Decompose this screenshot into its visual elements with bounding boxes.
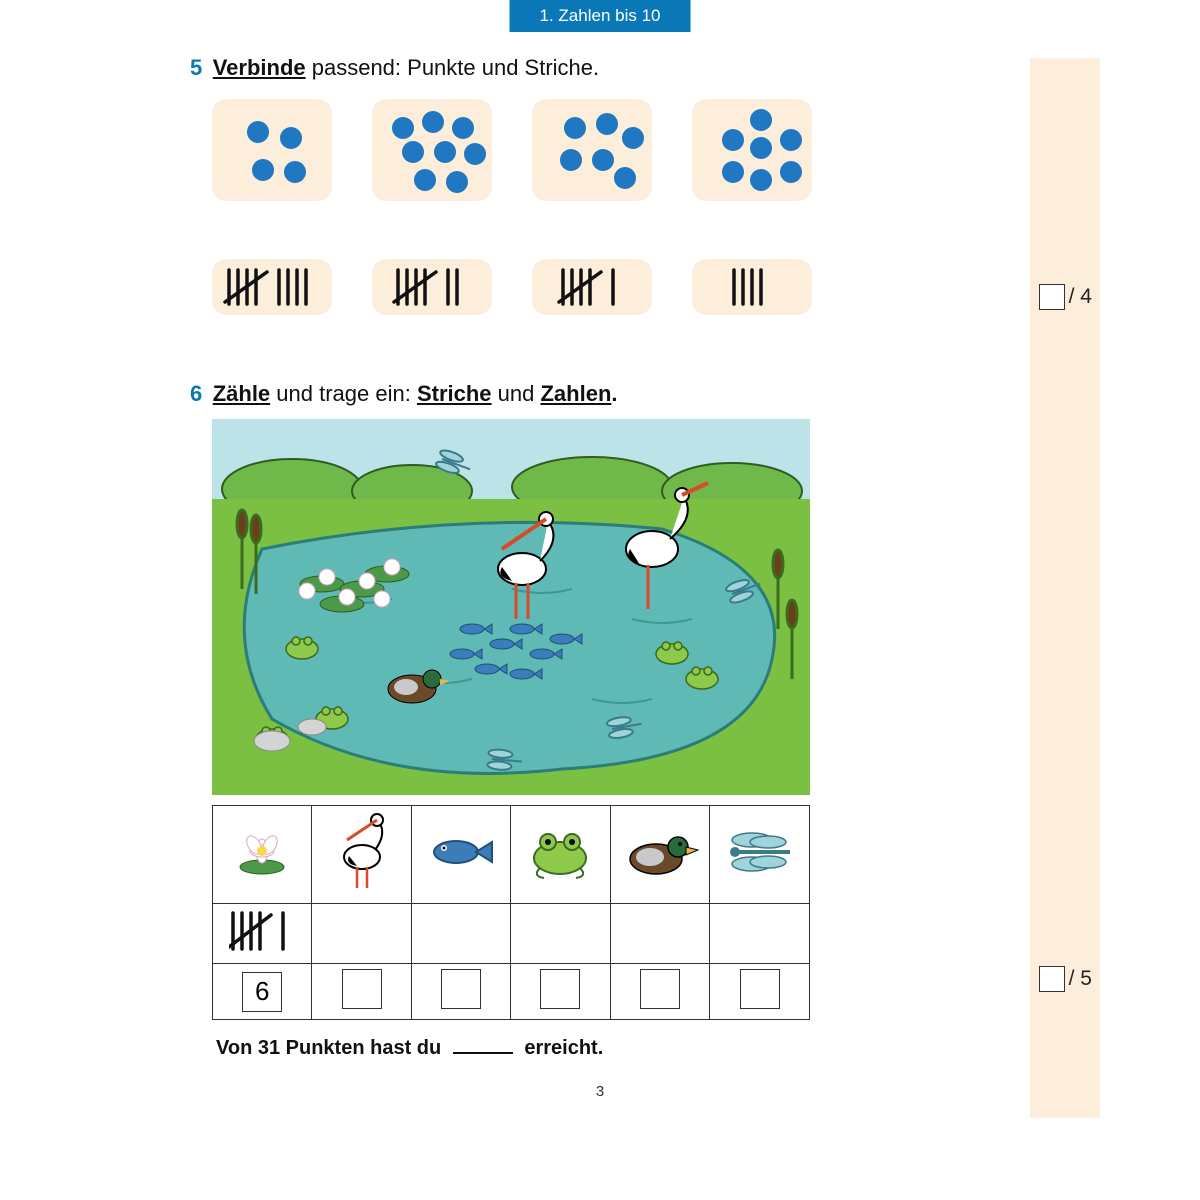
dot-icon [564, 117, 586, 139]
ex5-score: / 4 [1039, 284, 1092, 310]
dot-icon [780, 129, 802, 151]
number-input-box[interactable] [342, 969, 382, 1009]
ex5-score-max: / 4 [1069, 285, 1092, 309]
tally-cell[interactable] [710, 904, 810, 964]
footer-summary: Von 31 Punkten hast du erreicht. [216, 1037, 603, 1060]
tally-card-row [212, 259, 930, 315]
tally-card[interactable] [692, 259, 812, 315]
animal-icon-duck [610, 806, 710, 904]
animal-icon-stork [312, 806, 411, 904]
number-cell[interactable] [610, 964, 710, 1020]
count-table: 6 [212, 805, 810, 1020]
tally-cell[interactable] [511, 904, 611, 964]
animal-icon-flower [213, 806, 312, 904]
chapter-title: 1. Zahlen bis 10 [540, 6, 661, 25]
animal-icon-fish [411, 806, 510, 904]
number-cell[interactable] [511, 964, 611, 1020]
dot-icon [780, 161, 802, 183]
dot-icon [434, 141, 456, 163]
dot-card[interactable] [692, 99, 812, 201]
number-input-box[interactable] [441, 969, 481, 1009]
number-cell[interactable] [312, 964, 411, 1020]
ex6-instruction: Zähle und trage ein: Striche und Zahlen. [213, 381, 618, 406]
ex5-score-input[interactable] [1039, 284, 1065, 310]
ex5-number: 5 [190, 55, 202, 80]
dot-icon [446, 171, 468, 193]
animal-icon-frog [511, 806, 611, 904]
exercise-6-heading: 6 Zähle und trage ein: Striche und Zahle… [190, 381, 930, 407]
dot-icon [414, 169, 436, 191]
pond-illustration [212, 419, 810, 795]
dot-icon [452, 117, 474, 139]
number-cell[interactable]: 6 [213, 964, 312, 1020]
tally-cell[interactable] [312, 904, 411, 964]
dot-icon [750, 169, 772, 191]
dot-card[interactable] [212, 99, 332, 201]
exercise-5-heading: 5 Verbinde passend: Punkte und Striche. [190, 55, 930, 81]
dot-icon [596, 113, 618, 135]
ex6-score: / 5 [1039, 966, 1092, 992]
dot-icon [722, 129, 744, 151]
dot-icon [247, 121, 269, 143]
dot-card[interactable] [372, 99, 492, 201]
animal-icon-dragonfly [710, 806, 810, 904]
chapter-header: 1. Zahlen bis 10 [510, 0, 691, 32]
dot-icon [464, 143, 486, 165]
dot-card[interactable] [532, 99, 652, 201]
dot-icon [252, 159, 274, 181]
dot-icon [392, 117, 414, 139]
dot-card-row [212, 99, 930, 201]
dot-icon [614, 167, 636, 189]
tally-card[interactable] [212, 259, 332, 315]
main-content: 5 Verbinde passend: Punkte und Striche. … [190, 55, 930, 1020]
total-blank[interactable] [453, 1052, 513, 1054]
ex6-number: 6 [190, 381, 202, 406]
dot-icon [592, 149, 614, 171]
dot-icon [284, 161, 306, 183]
ex6-score-input[interactable] [1039, 966, 1065, 992]
tally-card[interactable] [372, 259, 492, 315]
ex6-score-max: / 5 [1069, 967, 1092, 991]
number-input-box[interactable] [640, 969, 680, 1009]
tally-card[interactable] [532, 259, 652, 315]
page-number: 3 [596, 1083, 604, 1100]
number-input-box[interactable] [540, 969, 580, 1009]
dot-icon [622, 127, 644, 149]
score-margin [1030, 58, 1100, 1118]
dot-icon [560, 149, 582, 171]
number-cell[interactable] [411, 964, 510, 1020]
number-input-box[interactable] [740, 969, 780, 1009]
number-cell[interactable] [710, 964, 810, 1020]
tally-cell[interactable] [610, 904, 710, 964]
dot-icon [750, 109, 772, 131]
ex5-instruction: Verbinde passend: Punkte und Striche. [213, 55, 599, 80]
dot-icon [402, 141, 424, 163]
dot-icon [750, 137, 772, 159]
number-input-box[interactable]: 6 [242, 972, 282, 1012]
dot-icon [722, 161, 744, 183]
tally-cell[interactable] [213, 904, 312, 964]
dot-icon [422, 111, 444, 133]
dot-icon [280, 127, 302, 149]
tally-cell[interactable] [411, 904, 510, 964]
